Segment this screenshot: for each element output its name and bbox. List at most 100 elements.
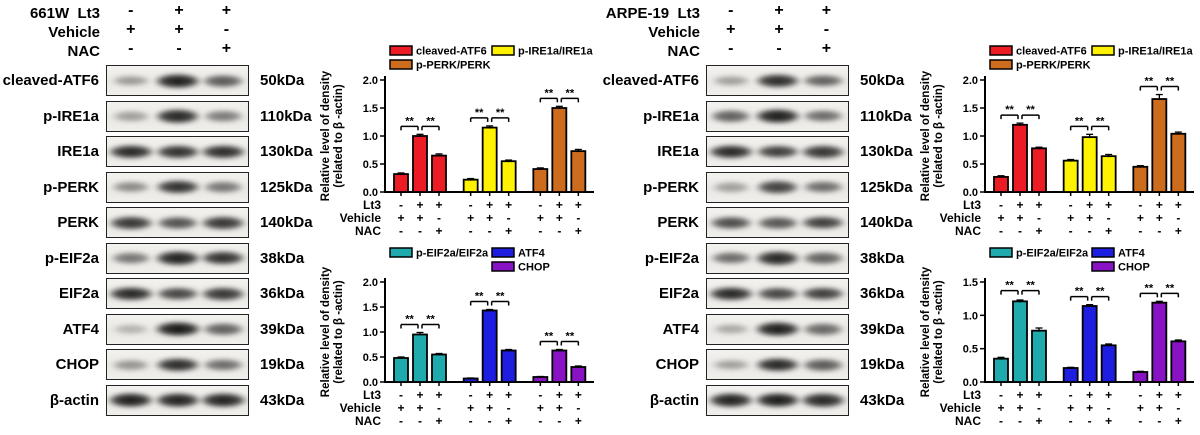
treatment-label: 661W Lt3 bbox=[29, 5, 100, 22]
x-row-label: Lt3 bbox=[363, 198, 381, 212]
blot-row: PERK 140kDa bbox=[600, 205, 920, 241]
x-row-sign: + bbox=[505, 388, 512, 402]
blot-band bbox=[707, 215, 754, 230]
bar bbox=[1151, 98, 1168, 193]
x-row-sign: - bbox=[469, 388, 473, 402]
blot-strip bbox=[106, 242, 249, 274]
legend-swatch bbox=[1091, 45, 1115, 56]
blot-band bbox=[153, 357, 202, 373]
legend-swatch bbox=[491, 261, 515, 272]
treatment-sign: + bbox=[174, 21, 184, 38]
y-tick-label: 2.0 bbox=[963, 75, 978, 87]
x-row-sign: - bbox=[999, 198, 1003, 212]
x-row-sign: + bbox=[1035, 414, 1042, 428]
y-tick-label: 1.0 bbox=[363, 327, 378, 339]
x-row-sign: - bbox=[1138, 388, 1142, 402]
x-row-sign: + bbox=[1105, 414, 1112, 428]
blot-row: CHOP 19kDa bbox=[600, 347, 920, 383]
blot-strip bbox=[706, 100, 849, 132]
blot-row: cleaved-ATF6 50kDa bbox=[0, 63, 320, 99]
blot-row: p-IRE1a 110kDa bbox=[600, 99, 920, 135]
treatment-row: Vehicle + + - bbox=[0, 21, 320, 42]
y-tick-label: 0.0 bbox=[963, 377, 978, 389]
significance-label: ** bbox=[405, 314, 414, 326]
x-row-sign: - bbox=[1018, 224, 1022, 238]
y-tick-label: 0.5 bbox=[363, 159, 378, 171]
blot-band bbox=[152, 392, 203, 409]
x-row-sign: - bbox=[469, 198, 473, 212]
protein-label: p-PERK bbox=[643, 178, 699, 196]
x-row-sign: + bbox=[435, 388, 442, 402]
blot-band bbox=[801, 322, 846, 336]
protein-label: p-IRE1a bbox=[643, 107, 699, 125]
blot-strip bbox=[106, 349, 249, 381]
protein-label: p-PERK bbox=[43, 178, 99, 196]
protein-label: IRE1a bbox=[657, 143, 699, 161]
x-row-sign: - bbox=[538, 198, 542, 212]
x-row-label: NAC bbox=[955, 414, 981, 428]
x-row-sign: + bbox=[435, 224, 442, 238]
x-row-sign: - bbox=[399, 414, 403, 428]
x-row-sign: - bbox=[999, 388, 1003, 402]
treatment-sign: - bbox=[223, 21, 230, 38]
x-row-sign: + bbox=[397, 211, 404, 225]
treatment-sign: + bbox=[221, 40, 232, 57]
kda-label: 36kDa bbox=[260, 285, 305, 303]
x-row-sign: - bbox=[399, 388, 403, 402]
blot-column-arpe19: ARPE-19 Lt3 - + + Vehicle + + - NAC - - + cleaved-AT… bbox=[600, 0, 920, 418]
x-row-label: Vehicle bbox=[340, 211, 382, 225]
bar bbox=[393, 357, 409, 383]
blot-strip bbox=[706, 384, 849, 416]
treatment-sign: - bbox=[176, 40, 182, 57]
blot-band bbox=[199, 215, 248, 231]
blot-band bbox=[753, 73, 802, 89]
treatment-header: 661W Lt3 - + + Vehicle + + - NAC - - + bbox=[0, 2, 320, 61]
x-row-sign: + bbox=[575, 388, 582, 402]
significance-label: ** bbox=[566, 331, 575, 343]
significance-label: ** bbox=[405, 115, 414, 127]
treatment-sign: - bbox=[823, 21, 830, 38]
bar bbox=[1100, 155, 1117, 193]
blot-band bbox=[711, 359, 751, 371]
legend-swatch bbox=[491, 247, 515, 258]
x-row-sign: + bbox=[556, 198, 563, 212]
bar bbox=[1151, 301, 1168, 383]
x-row-sign: + bbox=[486, 401, 493, 415]
y-tick-label: 2.0 bbox=[363, 277, 378, 289]
x-row-sign: - bbox=[418, 224, 422, 238]
significance-label: ** bbox=[426, 115, 435, 127]
blot-band bbox=[801, 73, 846, 88]
x-row-sign: + bbox=[537, 211, 544, 225]
x-row-sign: - bbox=[999, 414, 1003, 428]
blot-band bbox=[753, 144, 802, 160]
blot-row: p-EIF2a 38kDa bbox=[600, 241, 920, 277]
blot-strip bbox=[106, 100, 249, 132]
blot-band bbox=[801, 251, 846, 266]
significance-label: ** bbox=[1026, 280, 1035, 292]
treatment-sign: - bbox=[728, 2, 734, 19]
blot-strip bbox=[706, 278, 849, 310]
protein-label: cleaved-ATF6 bbox=[602, 72, 699, 90]
legend-swatch bbox=[1091, 261, 1115, 272]
blot-band bbox=[754, 286, 801, 301]
significance-label: ** bbox=[496, 107, 505, 119]
x-row-sign: + bbox=[1175, 198, 1182, 212]
x-row-label: Vehicle bbox=[940, 401, 982, 415]
chart-arpe19-downstream: p-EIF2a/EIF2a ATF4 CHOP 0.0 0.5 1.0 1.5 ** ** ** *… bbox=[920, 244, 1200, 435]
x-row-sign: + bbox=[1016, 388, 1023, 402]
blot-band bbox=[752, 392, 803, 409]
bar bbox=[393, 173, 409, 193]
blot-row: PERK 140kDa bbox=[0, 205, 320, 241]
protein-label: ATF4 bbox=[662, 320, 699, 338]
blot-band bbox=[708, 109, 754, 124]
blot-band bbox=[711, 323, 751, 335]
y-axis-label: Relative level of density bbox=[320, 70, 332, 201]
y-tick-label: 1.0 bbox=[963, 310, 978, 322]
significance-label: ** bbox=[1026, 104, 1035, 116]
x-row-sign: - bbox=[437, 211, 441, 225]
x-row-sign: + bbox=[435, 414, 442, 428]
treatment-sign: + bbox=[174, 2, 184, 19]
x-row-sign: - bbox=[557, 414, 561, 428]
blot-strip bbox=[106, 278, 249, 310]
x-row-sign: + bbox=[1156, 198, 1163, 212]
